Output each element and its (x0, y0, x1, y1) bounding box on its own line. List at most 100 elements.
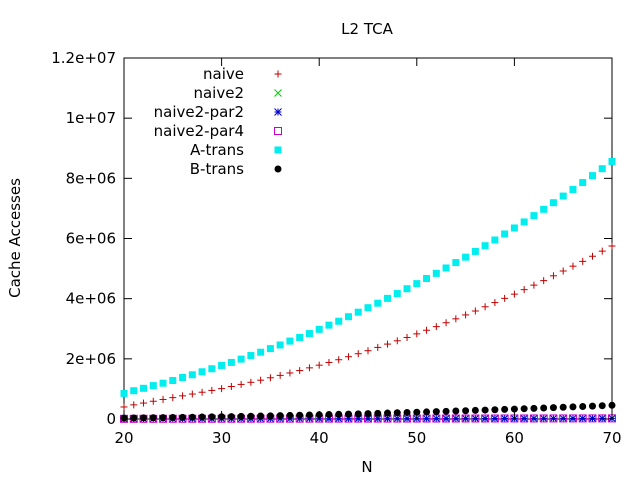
data-point (442, 414, 451, 423)
data-point (364, 410, 372, 418)
legend-marker (274, 108, 282, 116)
data-point (422, 414, 431, 423)
data-point (491, 236, 499, 244)
y-tick-label: 0 (106, 410, 116, 428)
legend: naivenaive2naive2-par2naive2-par4A-trans… (154, 65, 282, 178)
data-point (188, 390, 196, 398)
data-point (520, 405, 528, 413)
data-point (559, 403, 567, 411)
data-point (588, 414, 597, 423)
legend-marker (274, 127, 282, 135)
data-point (374, 299, 382, 307)
data-point (588, 414, 597, 423)
data-point (608, 157, 616, 165)
legend-label: naive2-par4 (154, 122, 244, 140)
data-point (169, 376, 177, 384)
data-point (520, 218, 528, 226)
data-point (276, 341, 284, 349)
data-point (451, 414, 460, 423)
data-point (218, 385, 226, 393)
data-point (462, 311, 470, 319)
data-point (257, 412, 265, 420)
data-point (578, 414, 587, 423)
data-point (374, 409, 382, 417)
data-point (481, 406, 489, 414)
data-point (227, 358, 235, 366)
legend-label: B-trans (190, 160, 244, 178)
data-point (208, 386, 216, 394)
series-A-trans (120, 157, 616, 397)
data-point (149, 414, 157, 422)
data-point (462, 407, 470, 415)
data-point (442, 407, 450, 415)
x-tick-label: 30 (212, 429, 231, 447)
data-point (423, 275, 431, 283)
data-point (539, 414, 548, 423)
data-point (179, 373, 187, 381)
data-point (432, 323, 440, 331)
series-B-trans (120, 401, 616, 422)
data-point (500, 414, 509, 423)
data-point (305, 411, 313, 419)
data-point (520, 286, 528, 294)
data-point (227, 413, 235, 421)
data-point (510, 290, 518, 298)
data-point (149, 382, 157, 390)
data-point (393, 337, 401, 345)
data-point (481, 242, 489, 250)
y-tick-label: 8e+06 (66, 169, 116, 187)
data-point (530, 414, 538, 423)
data-point (549, 414, 558, 423)
data-point (383, 414, 392, 423)
data-point (364, 347, 372, 355)
data-point (354, 308, 362, 316)
data-point (579, 402, 587, 410)
data-point (559, 192, 567, 200)
data-point (540, 404, 548, 412)
y-tick-label: 4e+06 (66, 290, 116, 308)
legend-label: A-trans (190, 141, 244, 159)
data-point (257, 348, 265, 356)
data-point (130, 414, 138, 422)
data-point (579, 257, 587, 265)
data-point (540, 277, 548, 285)
data-point (218, 361, 226, 369)
data-point (286, 369, 294, 377)
data-point (501, 230, 509, 238)
data-point (384, 340, 392, 348)
data-point (403, 285, 411, 293)
x-tick-label: 60 (505, 429, 524, 447)
data-point (451, 414, 460, 423)
data-point (335, 410, 343, 418)
data-point (501, 294, 509, 302)
data-point (490, 414, 499, 423)
data-point (159, 379, 167, 387)
data-point (198, 413, 206, 421)
data-point (442, 319, 450, 327)
data-point (481, 303, 489, 311)
data-point (315, 361, 323, 369)
data-point (335, 317, 343, 325)
data-point (325, 321, 333, 329)
data-point (266, 374, 274, 382)
legend-marker (274, 165, 282, 173)
data-point (179, 413, 187, 421)
data-point (559, 414, 568, 423)
data-point (325, 358, 333, 366)
data-point (501, 405, 509, 413)
data-point (393, 290, 401, 298)
data-point (403, 333, 411, 341)
data-point (403, 414, 411, 423)
data-point (530, 212, 538, 220)
data-point (413, 330, 421, 338)
data-point (159, 414, 167, 422)
data-point (344, 313, 352, 321)
data-point (179, 392, 187, 400)
data-point (491, 406, 499, 414)
data-point (578, 414, 587, 423)
legend-label: naive2 (193, 84, 244, 102)
data-point (227, 383, 235, 391)
data-point (471, 247, 479, 255)
data-point (471, 406, 479, 414)
data-point (471, 414, 480, 423)
